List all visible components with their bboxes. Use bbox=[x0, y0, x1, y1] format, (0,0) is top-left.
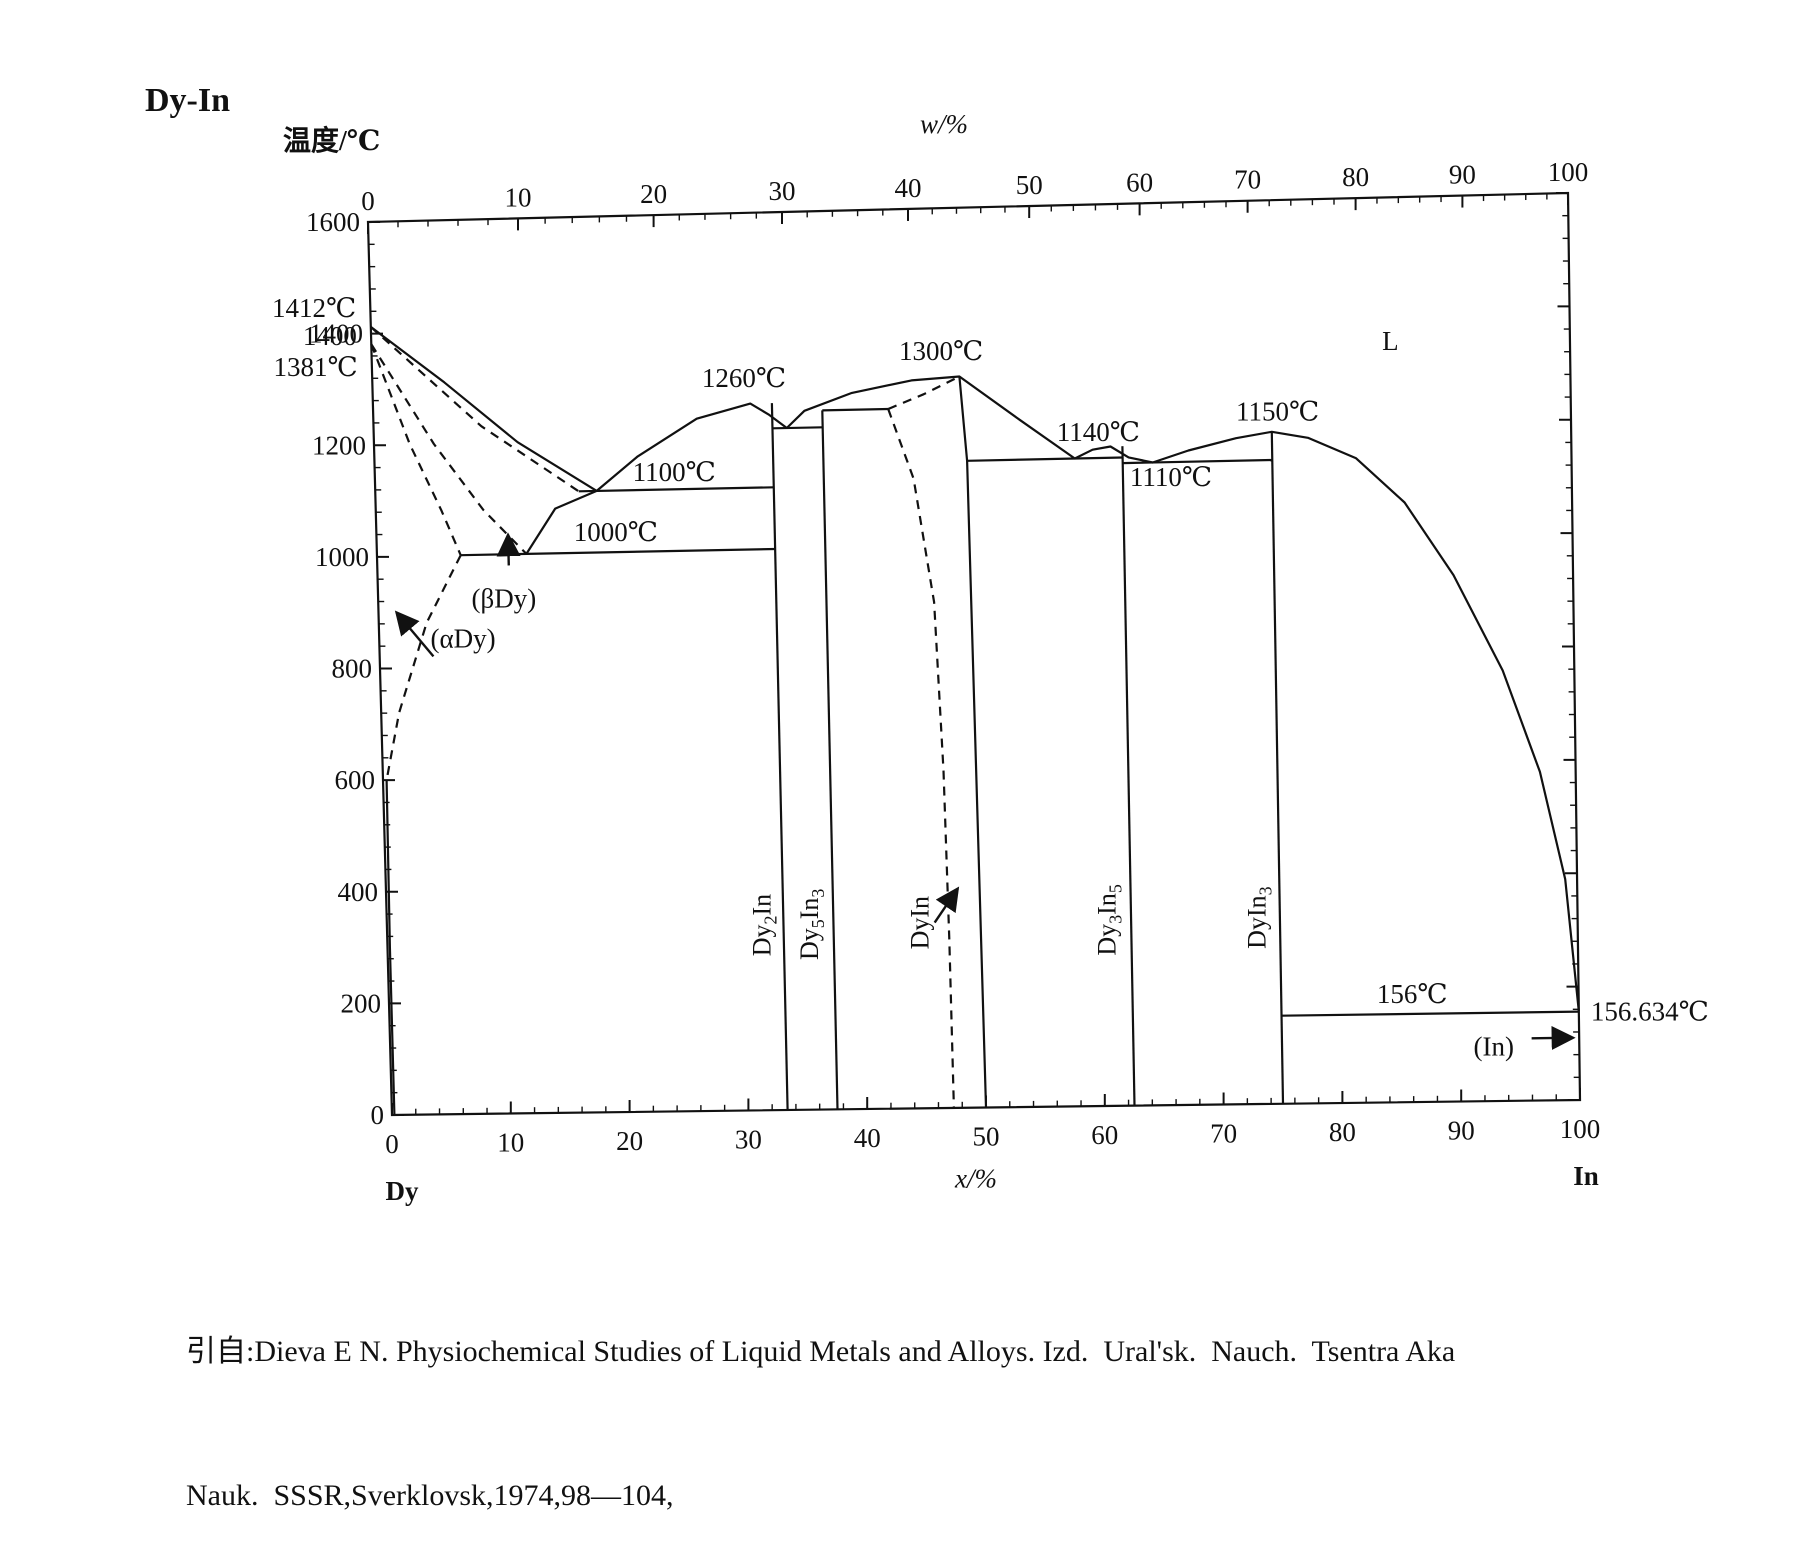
phase-boundary-1 bbox=[525, 402, 788, 555]
system-title: Dy-In bbox=[145, 82, 231, 119]
y-axis-label: 温度/℃ bbox=[283, 125, 380, 157]
annotation-15: (In) bbox=[1474, 1032, 1514, 1062]
citation-line-2: Nauk. SSSR,Sverklovsk,1974,98—104, bbox=[186, 1479, 674, 1512]
x-tick-label-7: 70 bbox=[1210, 1119, 1237, 1149]
top-tick-label-1: 10 bbox=[505, 182, 532, 212]
compound-label-0: Dy2In bbox=[747, 894, 780, 956]
phase-boundary-7 bbox=[887, 375, 960, 411]
phase-boundary-3 bbox=[370, 326, 580, 493]
y-tick-label-0: 0 bbox=[371, 1100, 385, 1130]
annotation-14: 156.634℃ bbox=[1591, 996, 1709, 1026]
top-axis-label: w/% bbox=[920, 109, 968, 139]
phase-boundary-2 bbox=[786, 375, 1580, 1012]
phase-boundary-19 bbox=[967, 456, 1123, 462]
x-tick-label-10: 100 bbox=[1560, 1114, 1601, 1144]
y-tick-label-3: 600 bbox=[335, 765, 376, 795]
phase-boundary-5 bbox=[370, 343, 462, 556]
phase-boundary-9 bbox=[385, 780, 396, 1116]
top-tick-label-4: 40 bbox=[895, 173, 922, 203]
phase-boundary-18 bbox=[822, 407, 889, 412]
y-tick-label-5: 1000 bbox=[315, 542, 369, 572]
left-endpoint-label: Dy bbox=[386, 1176, 419, 1206]
compound-label-2: DyIn bbox=[906, 896, 935, 949]
top-tick-label-5: 50 bbox=[1016, 170, 1043, 200]
x-tick-label-8: 80 bbox=[1329, 1117, 1356, 1147]
citation: 引自:Dieva E N. Physiochemical Studies of … bbox=[186, 1232, 1455, 1568]
x-tick-label-5: 50 bbox=[973, 1122, 1000, 1152]
compound-label-1: Dy5In3 bbox=[795, 889, 828, 960]
x-tick-label-1: 10 bbox=[497, 1128, 524, 1158]
y-tick-label-4: 800 bbox=[332, 654, 373, 684]
top-tick-label-0: 0 bbox=[361, 186, 375, 216]
compound-label-3: Dy3In5 bbox=[1093, 884, 1126, 955]
annotation-2: 1381℃ bbox=[274, 352, 358, 382]
annotation-12: (αDy) bbox=[431, 623, 496, 653]
phase-boundary-12 bbox=[958, 376, 988, 1108]
phase-boundary-6 bbox=[385, 554, 462, 781]
x-tick-label-0: 0 bbox=[385, 1129, 399, 1159]
annotation-13: 156℃ bbox=[1377, 979, 1448, 1009]
phase-boundary-11 bbox=[821, 410, 839, 1110]
arrow-2 bbox=[933, 886, 960, 924]
x-tick-label-9: 90 bbox=[1448, 1116, 1475, 1146]
phase-boundary-8 bbox=[887, 408, 955, 1108]
annotation-1: 1400 bbox=[303, 321, 357, 351]
annotation-8: 1150℃ bbox=[1236, 396, 1319, 426]
y-tick-label-1: 200 bbox=[341, 988, 382, 1018]
x-axis-label: x/% bbox=[954, 1164, 997, 1194]
x-tick-label-4: 40 bbox=[854, 1123, 881, 1153]
phase-boundary-10 bbox=[770, 403, 789, 1111]
phase-boundary-20 bbox=[1122, 458, 1273, 465]
phase-boundary-16 bbox=[578, 486, 774, 493]
annotation-0: 1412℃ bbox=[272, 293, 356, 323]
phase-boundary-0 bbox=[370, 326, 598, 492]
annotation-11: (βDy) bbox=[472, 583, 537, 613]
axis-ticks bbox=[367, 192, 1581, 1116]
phase-boundaries bbox=[370, 326, 1580, 1116]
phase-boundary-21 bbox=[1281, 1010, 1579, 1017]
top-tick-label-8: 80 bbox=[1342, 162, 1369, 192]
annotation-4: 1300℃ bbox=[899, 336, 983, 366]
top-tick-label-7: 70 bbox=[1234, 165, 1261, 195]
annotation-7: 1140℃ bbox=[1057, 417, 1140, 447]
annotation-10: L bbox=[1382, 326, 1399, 356]
phase-boundary-17 bbox=[772, 426, 823, 430]
annotation-3: 1260℃ bbox=[702, 363, 786, 393]
arrow-3 bbox=[1531, 1026, 1576, 1051]
phase-boundary-4 bbox=[370, 343, 528, 555]
annotation-9: 1110℃ bbox=[1130, 462, 1212, 492]
phase-boundary-14 bbox=[1270, 431, 1285, 1104]
top-tick-label-2: 20 bbox=[640, 179, 667, 209]
compound-label-4: DyIn3 bbox=[1243, 886, 1276, 948]
phase-boundary-13 bbox=[1121, 446, 1136, 1106]
y-tick-label-2: 400 bbox=[338, 877, 379, 907]
top-tick-label-6: 60 bbox=[1126, 167, 1153, 197]
arrow-1 bbox=[394, 610, 435, 658]
top-tick-label-9: 90 bbox=[1449, 160, 1476, 190]
y-tick-label-7: 1400 bbox=[309, 319, 363, 349]
top-tick-label-10: 100 bbox=[1548, 157, 1589, 187]
y-tick-label-6: 1200 bbox=[312, 430, 366, 460]
right-endpoint-label: In bbox=[1573, 1161, 1599, 1191]
x-tick-label-6: 60 bbox=[1091, 1120, 1118, 1150]
x-tick-label-2: 20 bbox=[616, 1126, 643, 1156]
top-tick-label-3: 30 bbox=[769, 176, 796, 206]
annotation-5: 1100℃ bbox=[633, 457, 716, 487]
annotation-6: 1000℃ bbox=[574, 517, 658, 547]
y-tick-label-8: 1600 bbox=[306, 207, 360, 237]
x-tick-label-3: 30 bbox=[735, 1125, 762, 1155]
citation-line-1: 引自:Dieva E N. Physiochemical Studies of … bbox=[186, 1335, 1456, 1368]
arrow-0 bbox=[496, 532, 521, 566]
